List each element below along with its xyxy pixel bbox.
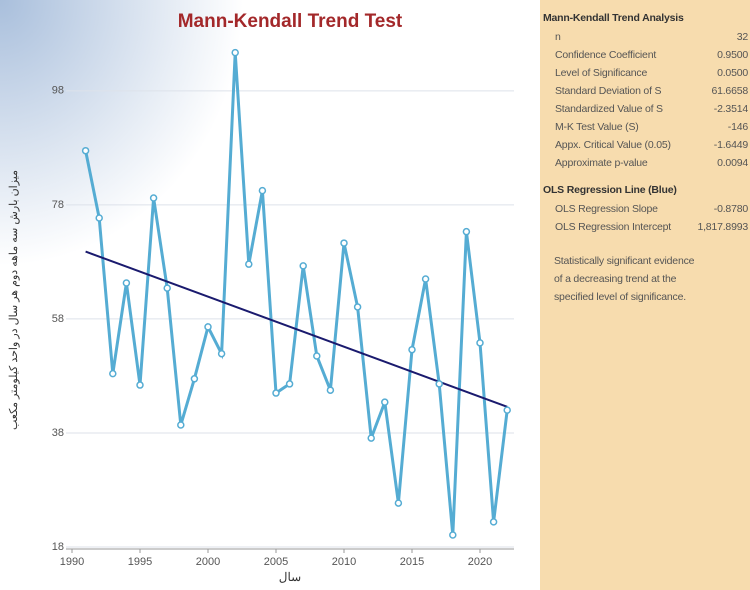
stat-row: n 32	[540, 28, 750, 46]
x-tick-label: 2020	[468, 556, 492, 568]
y-tick-label: 98	[52, 85, 64, 97]
stat-label: Standardized Value of S	[555, 103, 663, 115]
y-tick-label: 38	[52, 427, 64, 439]
point	[204, 323, 212, 331]
point	[231, 48, 239, 57]
point	[122, 279, 131, 287]
point	[421, 275, 430, 283]
y-tick-label: 78	[52, 199, 64, 211]
stat-row: M-K Test Value (S) -146	[540, 118, 750, 136]
stat-value: 0.9500	[717, 49, 748, 61]
point	[340, 239, 348, 247]
x-tick-label: 2010	[332, 556, 356, 568]
x-tick-label: 2015	[400, 556, 424, 568]
point	[408, 345, 416, 354]
stat-label: Confidence Coefficient	[555, 49, 657, 61]
stat-value: 32	[736, 31, 748, 43]
x-tick-label: 1995	[128, 556, 152, 568]
stat-label: OLS Regression Intercept	[555, 221, 672, 233]
point	[245, 260, 253, 268]
stat-label: OLS Regression Slope	[555, 203, 658, 215]
stat-row: Level of Significance 0.0500	[540, 64, 750, 82]
stat-row: Confidence Coefficient 0.9500	[540, 46, 750, 64]
y-axis-label: میزان بارش سه ماهه دوم هر سال در واحد کی…	[8, 170, 20, 430]
chart-title: Mann-Kendall Trend Test	[178, 11, 403, 32]
x-tick-label: 1990	[60, 556, 84, 568]
stat-row: Standard Deviation of S 61.6658	[540, 82, 750, 100]
stat-row: OLS Regression Slope -0.8780	[540, 200, 750, 218]
section-title: Mann-Kendall Trend Analysis	[543, 12, 684, 24]
stat-label: Level of Significance	[555, 67, 648, 79]
x-tick-label: 2000	[196, 556, 220, 568]
point	[313, 352, 321, 360]
point	[449, 531, 457, 539]
stats-panel: Mann-Kendall Trend Analysis n 32 Confidence…	[540, 0, 750, 590]
point	[394, 499, 403, 507]
note-line: of a decreasing trend at the	[554, 273, 677, 285]
x-tick-label: 2005	[264, 556, 288, 568]
point	[503, 406, 511, 414]
stat-label: Approximate p-value	[555, 157, 648, 169]
point	[163, 284, 171, 292]
point	[177, 421, 185, 429]
y-tick-label: 18	[52, 541, 64, 553]
stat-row: OLS Regression Intercept 1,817.8993	[540, 218, 750, 236]
point	[489, 518, 498, 526]
point	[258, 186, 267, 195]
point	[435, 380, 443, 388]
chart: Mann-Kendall Trend Test سال میزان بارش س…	[0, 0, 540, 590]
point	[81, 146, 90, 155]
stat-value: -2.3514	[713, 103, 748, 115]
stat-label: Standard Deviation of S	[555, 85, 662, 97]
point	[326, 386, 335, 394]
point	[149, 194, 158, 202]
stat-label: M-K Test Value (S)	[555, 121, 639, 133]
stat-value: 1,817.8993	[697, 221, 748, 233]
stat-label: n	[555, 31, 561, 43]
stat-row: Appx. Critical Value (0.05) -1.6449	[540, 136, 750, 154]
point	[190, 375, 199, 383]
stat-value: 0.0500	[717, 67, 748, 79]
point	[476, 339, 484, 347]
stat-value: -1.6449	[713, 139, 748, 151]
note: Statistically significant evidence of a d…	[540, 252, 750, 306]
point	[272, 389, 280, 397]
stat-value: 0.0094	[717, 157, 748, 169]
stat-value: -0.8780	[713, 203, 748, 215]
x-axis-label: سال	[279, 570, 301, 584]
point	[95, 214, 103, 222]
note-line: specified level of significance.	[554, 291, 686, 303]
point	[462, 227, 471, 236]
y-tick-label: 58	[52, 313, 64, 325]
point	[353, 303, 362, 311]
point	[109, 369, 117, 378]
point	[381, 398, 389, 406]
point	[217, 349, 226, 358]
stat-row: Approximate p-value 0.0094	[540, 154, 750, 172]
point	[367, 434, 375, 442]
stat-value: -146	[727, 121, 748, 133]
stat-value: 61.6658	[711, 85, 748, 97]
point	[136, 381, 144, 389]
stat-label: Appx. Critical Value (0.05)	[555, 139, 671, 151]
stat-row: Standardized Value of S -2.3514	[540, 100, 750, 118]
series-line	[84, 52, 509, 536]
point	[299, 262, 307, 270]
point	[285, 380, 294, 388]
note-line: Statistically significant evidence	[554, 255, 695, 267]
section-title: OLS Regression Line (Blue)	[543, 184, 677, 196]
